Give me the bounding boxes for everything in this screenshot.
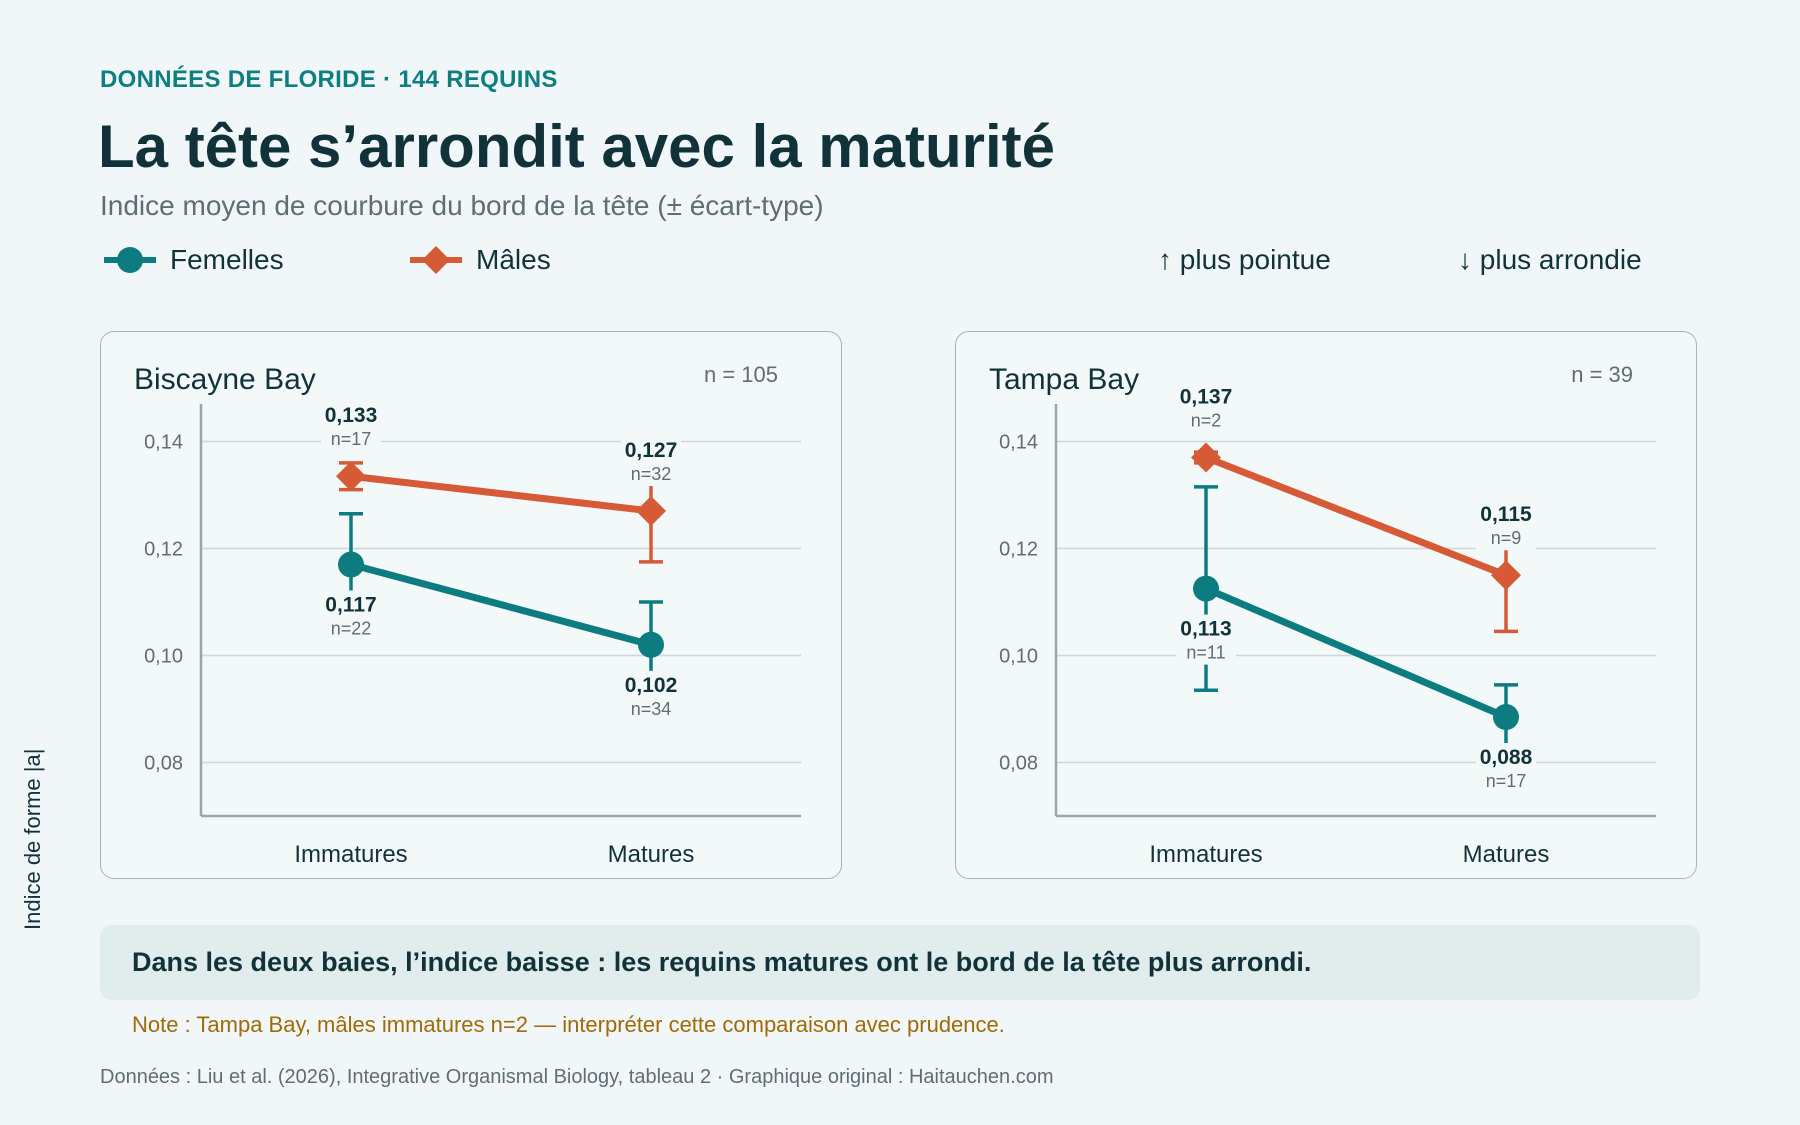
chart-biscayne: Biscayne Bay n = 105 0,14 0,12 0,10 0,08 Immat… [134,362,801,868]
male-n-label: n=2 [1191,411,1222,431]
y-tick-label: 0,14 [144,431,183,453]
female-value-label: 0,117 [325,594,376,617]
data-label-backing [1176,382,1236,433]
y-tick-label: 0,12 [999,538,1038,560]
panel-n-label: n = 39 [1571,362,1633,387]
female-n-label: n=11 [1186,643,1225,663]
y-tick-label: 0,12 [144,538,183,560]
source-credit: Données : Liu et al. (2026), Integrative… [100,1066,1054,1088]
caution-note: Note : Tampa Bay, mâles immatures n=2 — … [132,1012,1005,1037]
y-tick-label: 0,08 [999,752,1038,774]
female-series-line [347,561,655,649]
male-point [636,496,666,527]
female-point [338,551,364,578]
male-value-label: 0,133 [325,404,378,427]
female-value-label: 0,088 [1480,746,1533,769]
data-label-backing [621,436,681,487]
male-point [1191,442,1221,473]
y-tick-label: 0,08 [144,752,183,774]
data-label-backing [1476,500,1536,551]
conclusion-text: Dans les deux baies, l’indice baisse : l… [132,947,1312,977]
male-value-label: 0,127 [625,439,678,462]
male-n-label: n=17 [331,429,372,449]
female-point [1493,704,1519,731]
female-series-line [1202,585,1510,721]
data-label-backing [321,590,381,641]
male-value-label: 0,115 [1480,503,1532,526]
kicker: DONNÉES DE FLORIDE · 144 REQUINS [100,66,558,93]
male-n-label: n=9 [1491,528,1522,548]
legend-male: Mâles [410,240,551,280]
male-value-label: 0,137 [1180,386,1233,409]
female-value-label: 0,113 [1180,618,1231,641]
data-label-backing [321,401,381,452]
female-point [1193,575,1219,602]
y-axis-label: Indice de forme |a| [20,748,45,930]
pointier-note: ↑ plus pointue [1158,244,1331,275]
legend-male-label: Mâles [476,244,551,275]
y-tick-label: 0,10 [999,645,1038,667]
x-tick-label: Matures [608,841,695,868]
panel-n-label: n = 105 [704,362,778,387]
legend-female: Femelles [104,240,284,280]
x-tick-label: Matures [1463,841,1550,868]
male-point [336,461,366,492]
x-tick-label: Immatures [294,841,407,868]
legend-female-label: Femelles [170,244,284,275]
male-n-label: n=32 [631,464,672,484]
data-label-backing [621,670,681,721]
conclusion-banner: Dans les deux baies, l’indice baisse : l… [100,925,1700,1000]
y-tick-label: 0,10 [144,645,183,667]
male-point [1491,560,1521,591]
y-tick-label: 0,14 [999,431,1038,453]
rounder-note: ↓ plus arrondie [1458,244,1642,275]
page-subtitle: Indice moyen de courbure du bord de la t… [100,190,824,221]
female-point [638,631,664,658]
page-title: La tête s’arrondit avec la maturité [98,113,1056,180]
panel-title: Tampa Bay [989,363,1139,396]
male-series-line [347,472,655,515]
female-n-label: n=17 [1486,771,1527,791]
panel-tampa: Tampa Bay n = 39 0,14 0,12 0,10 0,08 Immatures… [955,331,1697,879]
male-legend-icon [410,246,462,274]
female-value-label: 0,102 [625,674,678,697]
panel-title: Biscayne Bay [134,363,316,396]
panel-biscayne: Biscayne Bay n = 105 0,14 0,12 0,10 0,08 Immat… [100,331,842,879]
chart-tampa: Tampa Bay n = 39 0,14 0,12 0,10 0,08 Immatures… [989,362,1656,868]
male-series-line [1202,454,1510,579]
data-label-backing [1176,614,1236,665]
data-label-backing [1476,743,1536,794]
female-legend-icon [104,247,156,273]
female-n-label: n=22 [331,619,372,639]
female-n-label: n=34 [631,699,672,719]
x-tick-label: Immatures [1149,841,1262,868]
